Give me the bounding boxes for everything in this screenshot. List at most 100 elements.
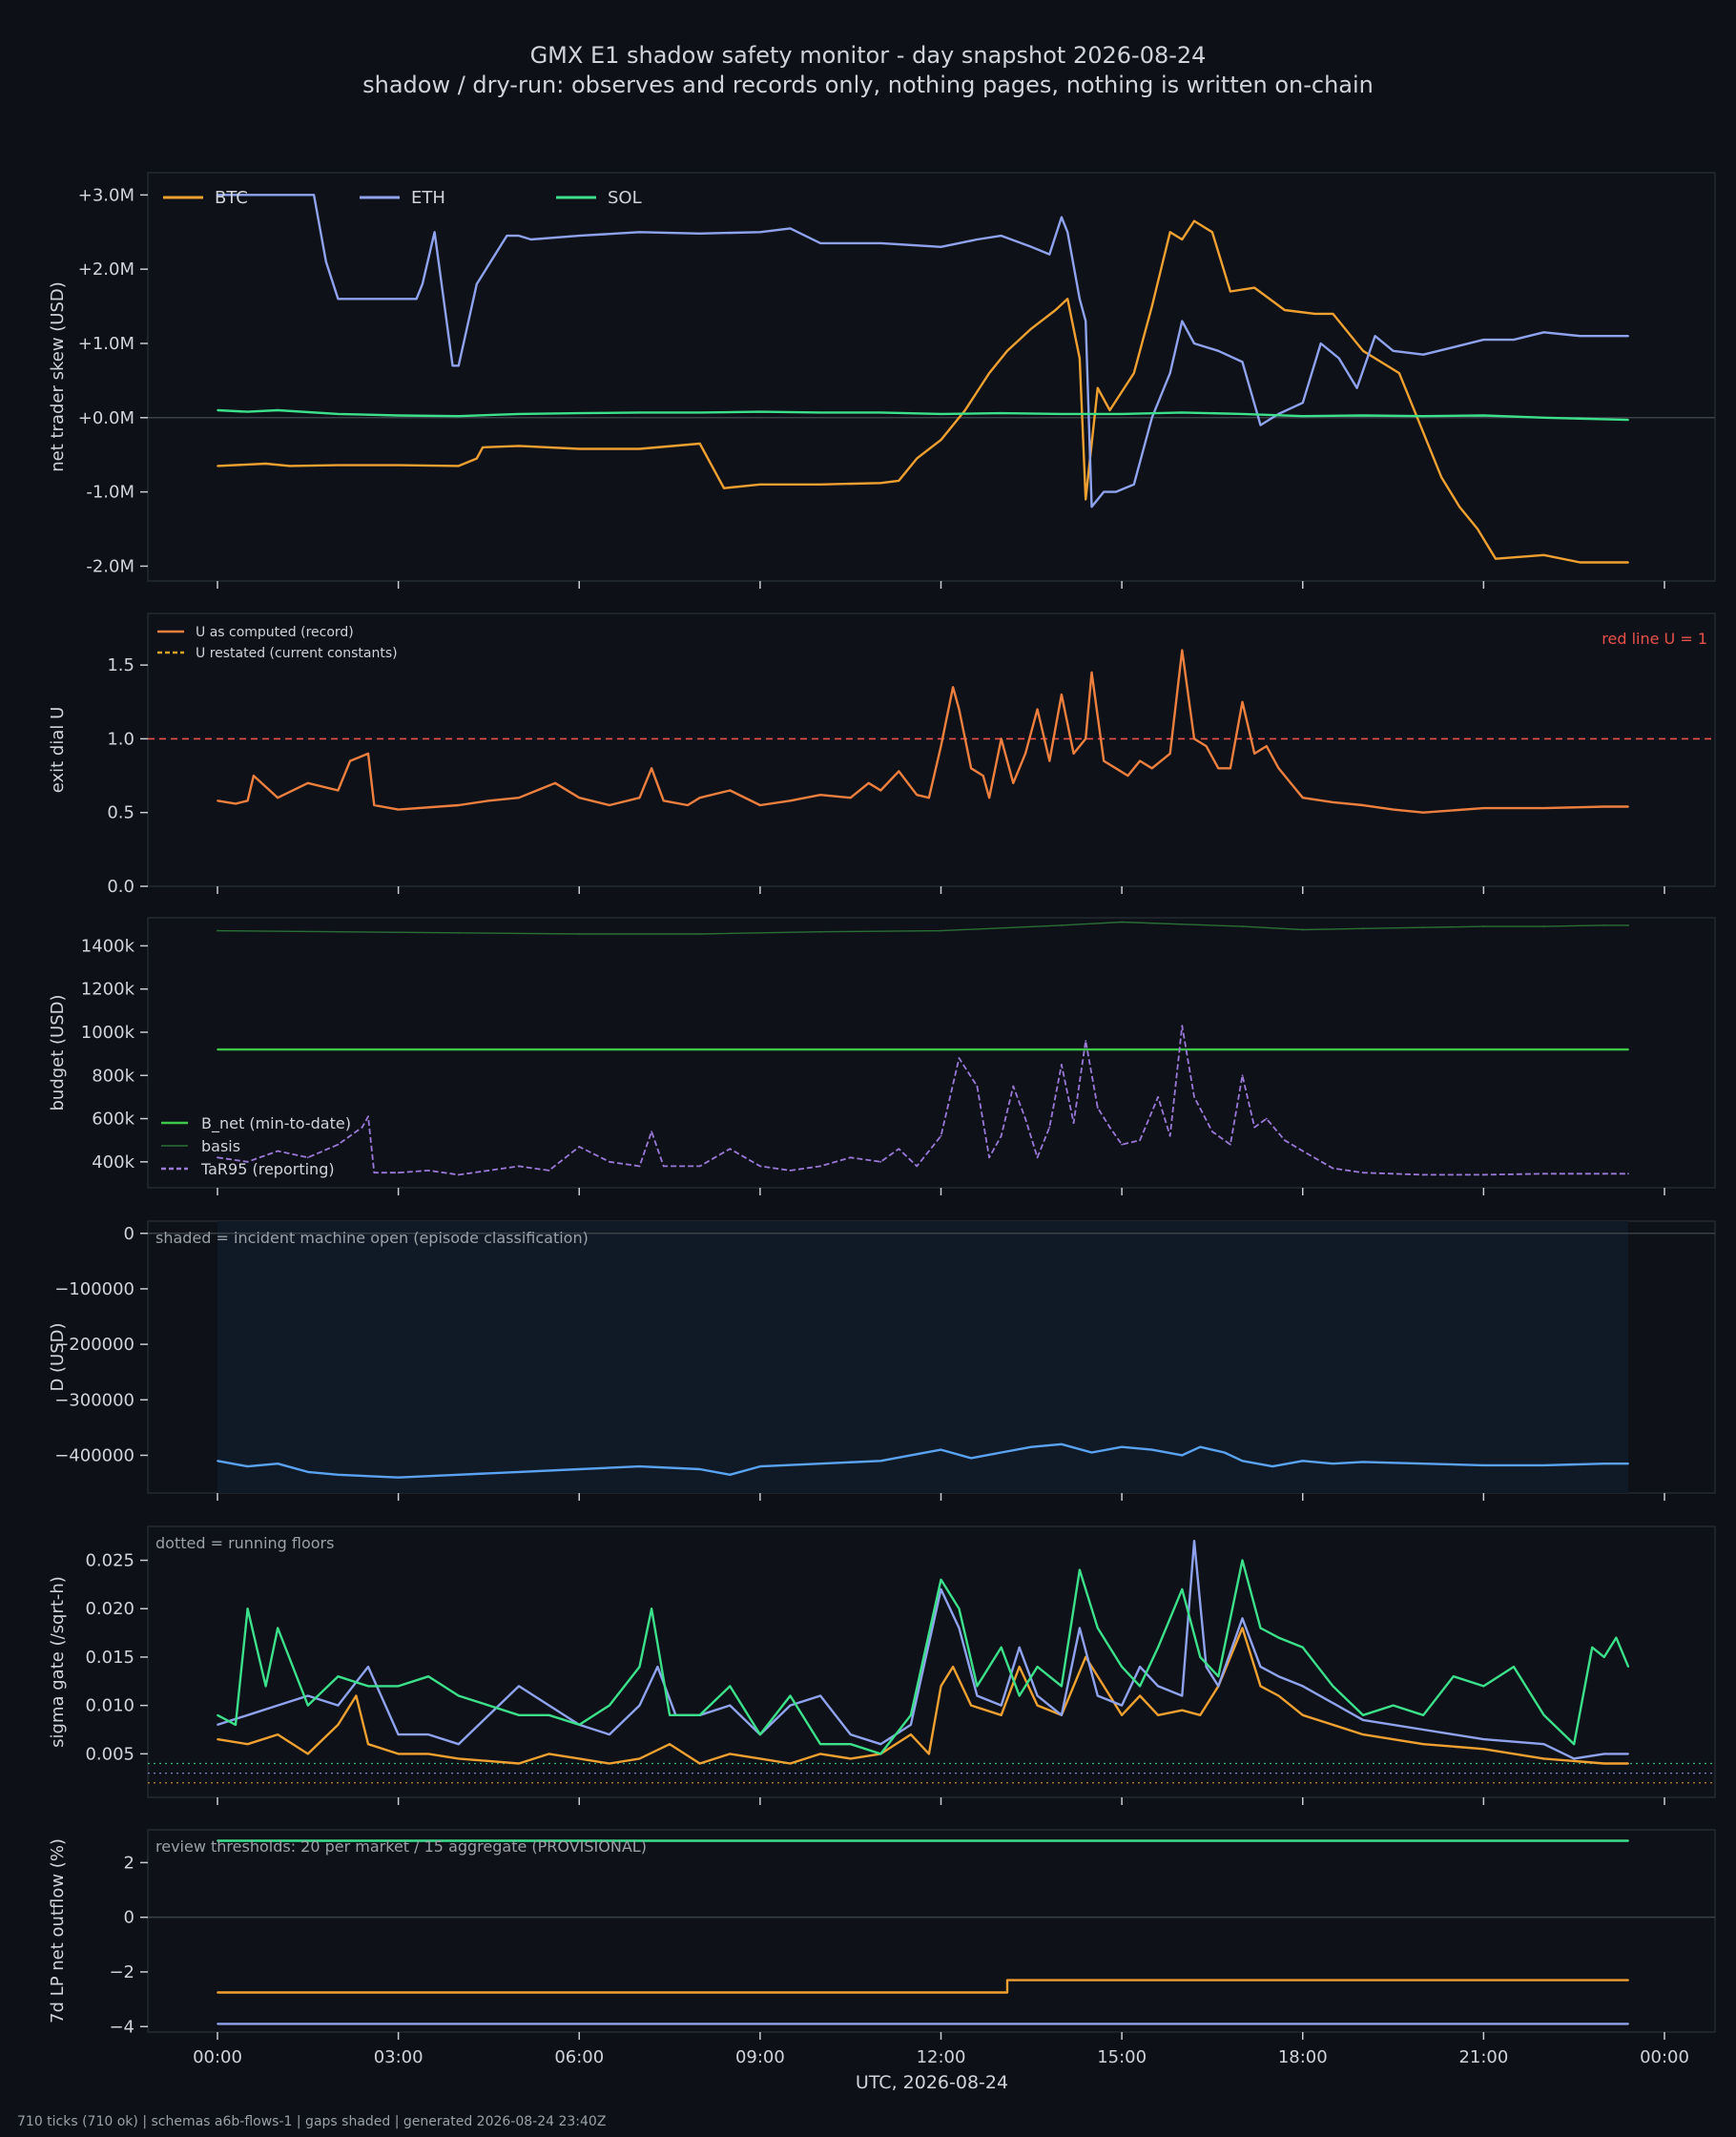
data-point-eth (1061, 1713, 1063, 1716)
data-point-btc (1199, 1713, 1202, 1716)
data-point-u-as-computed-record (1024, 752, 1026, 755)
data-point-eth (849, 1733, 852, 1735)
data-point-eth (879, 242, 882, 244)
data-point-tar95-reporting (958, 1057, 961, 1060)
data-point-basis (819, 930, 821, 933)
data-point-btc (819, 483, 821, 486)
data-point-sol (246, 410, 249, 413)
data-point-u-as-computed-record (277, 797, 279, 799)
y-tick-label: 1.5 (107, 655, 134, 675)
legend-label-basis: basis (201, 1137, 240, 1155)
data-point-u-as-computed-record (789, 799, 792, 802)
data-point-btc (849, 1757, 852, 1760)
data-point-sol (367, 1685, 369, 1688)
data-point-basis (1362, 927, 1364, 930)
y-tick-label: 0.0 (107, 877, 134, 897)
series-line-basis (217, 921, 1629, 935)
data-point-tar95-reporting (916, 1165, 919, 1168)
data-point-sol (217, 1839, 218, 1842)
data-point-btc (970, 1704, 973, 1707)
data-point-d (246, 1465, 249, 1467)
y-tick-label: 0.5 (107, 803, 134, 823)
data-point-d (1482, 1464, 1485, 1466)
data-point-sol (1301, 1646, 1304, 1649)
y-tick-label: 1400k (81, 936, 135, 956)
data-point-btc (1168, 231, 1171, 234)
data-point-btc (940, 1685, 942, 1688)
data-point-sol (578, 412, 581, 415)
data-point-eth (397, 298, 400, 301)
data-point-u-as-computed-record (958, 708, 961, 711)
data-point-u-as-computed-record (487, 799, 490, 802)
data-point-eth (337, 298, 340, 301)
data-point-u-as-computed-record (457, 804, 460, 806)
chart-subtitle: shadow / dry-run: observes and records o… (362, 72, 1374, 98)
data-point-eth (1392, 349, 1395, 352)
data-point-tar95-reporting (1157, 1096, 1159, 1098)
y-tick-label: 1200k (81, 980, 135, 1000)
data-point-b-net-min-to-date (1627, 1048, 1629, 1051)
panel-frame (147, 917, 1716, 1189)
data-point-btc (1332, 312, 1334, 315)
data-point-btc (698, 443, 701, 445)
data-point-d (698, 1468, 701, 1470)
data-point-sol (1078, 1568, 1081, 1571)
data-point-u-as-computed-record (879, 789, 882, 792)
data-point-u-as-computed-record (1482, 807, 1485, 809)
data-point-btc (1440, 476, 1443, 478)
data-point-u-as-computed-record (729, 789, 732, 792)
data-point-sol (578, 1724, 581, 1726)
data-point-u-as-computed-record (217, 799, 218, 802)
data-point-sol (940, 413, 942, 415)
data-point-eth (638, 231, 641, 234)
data-point-eth (306, 1694, 309, 1697)
data-point-eth (1362, 1718, 1364, 1721)
data-point-u-as-computed-record (349, 759, 351, 762)
data-point-tar95-reporting (277, 1150, 279, 1152)
data-point-eth (958, 1627, 961, 1629)
data-point-u-as-computed-record (758, 804, 761, 806)
y-tick-label: 600k (92, 1110, 134, 1130)
data-point-eth (1217, 1685, 1220, 1688)
data-point-tar95-reporting (1000, 1134, 1002, 1137)
data-point-basis (1422, 926, 1425, 929)
data-point-eth (415, 298, 418, 301)
data-point-sol (698, 411, 701, 414)
data-point-eth (1259, 1666, 1262, 1668)
panel-1: +3.0M +2.0M +1.0M +0.0M -1.0M -2.0M net trader… (48, 172, 1716, 589)
data-point-btc (1241, 1627, 1244, 1629)
data-point-u-as-computed-record (397, 808, 400, 811)
panels: +3.0M +2.0M +1.0M +0.0M -1.0M -2.0M net trader… (48, 172, 1716, 2067)
data-point-sol (1036, 1666, 1039, 1668)
data-point-tar95-reporting (789, 1169, 792, 1172)
data-point-eth (451, 364, 454, 367)
data-point-sol (337, 1675, 340, 1678)
data-point-btc (355, 1694, 358, 1697)
data-point-basis (1181, 923, 1184, 925)
data-point-btc (1096, 386, 1099, 389)
data-point-u-as-computed-record (916, 794, 919, 797)
data-point-eth (1319, 342, 1322, 344)
data-point-sol (1627, 419, 1629, 422)
data-point-btc (1301, 1713, 1304, 1716)
data-point-eth (1355, 386, 1358, 389)
data-point-u-as-computed-record (337, 789, 340, 792)
data-point-eth (324, 260, 327, 263)
data-point-d (1090, 1451, 1093, 1454)
data-point-sol (1422, 415, 1425, 418)
data-point-d (909, 1454, 912, 1457)
data-point-btc (518, 1762, 520, 1765)
data-point-sol (1627, 1839, 1629, 1842)
data-point-eth (789, 1704, 792, 1707)
data-point-eth (1036, 1694, 1039, 1697)
data-point-sol (758, 1733, 761, 1735)
data-point-tar95-reporting (1121, 1143, 1124, 1146)
panel-4: 0 −100000 −200000 −300000 −400000 D (USD) shad… (48, 1220, 1716, 1501)
data-point-eth (1627, 335, 1629, 338)
data-point-sol (1157, 1646, 1159, 1649)
data-point-tar95-reporting (1012, 1085, 1015, 1088)
data-point-eth (1542, 331, 1545, 334)
data-point-eth (518, 235, 520, 238)
data-point-u-as-computed-record (235, 802, 237, 805)
data-point-tar95-reporting (1072, 1122, 1075, 1124)
